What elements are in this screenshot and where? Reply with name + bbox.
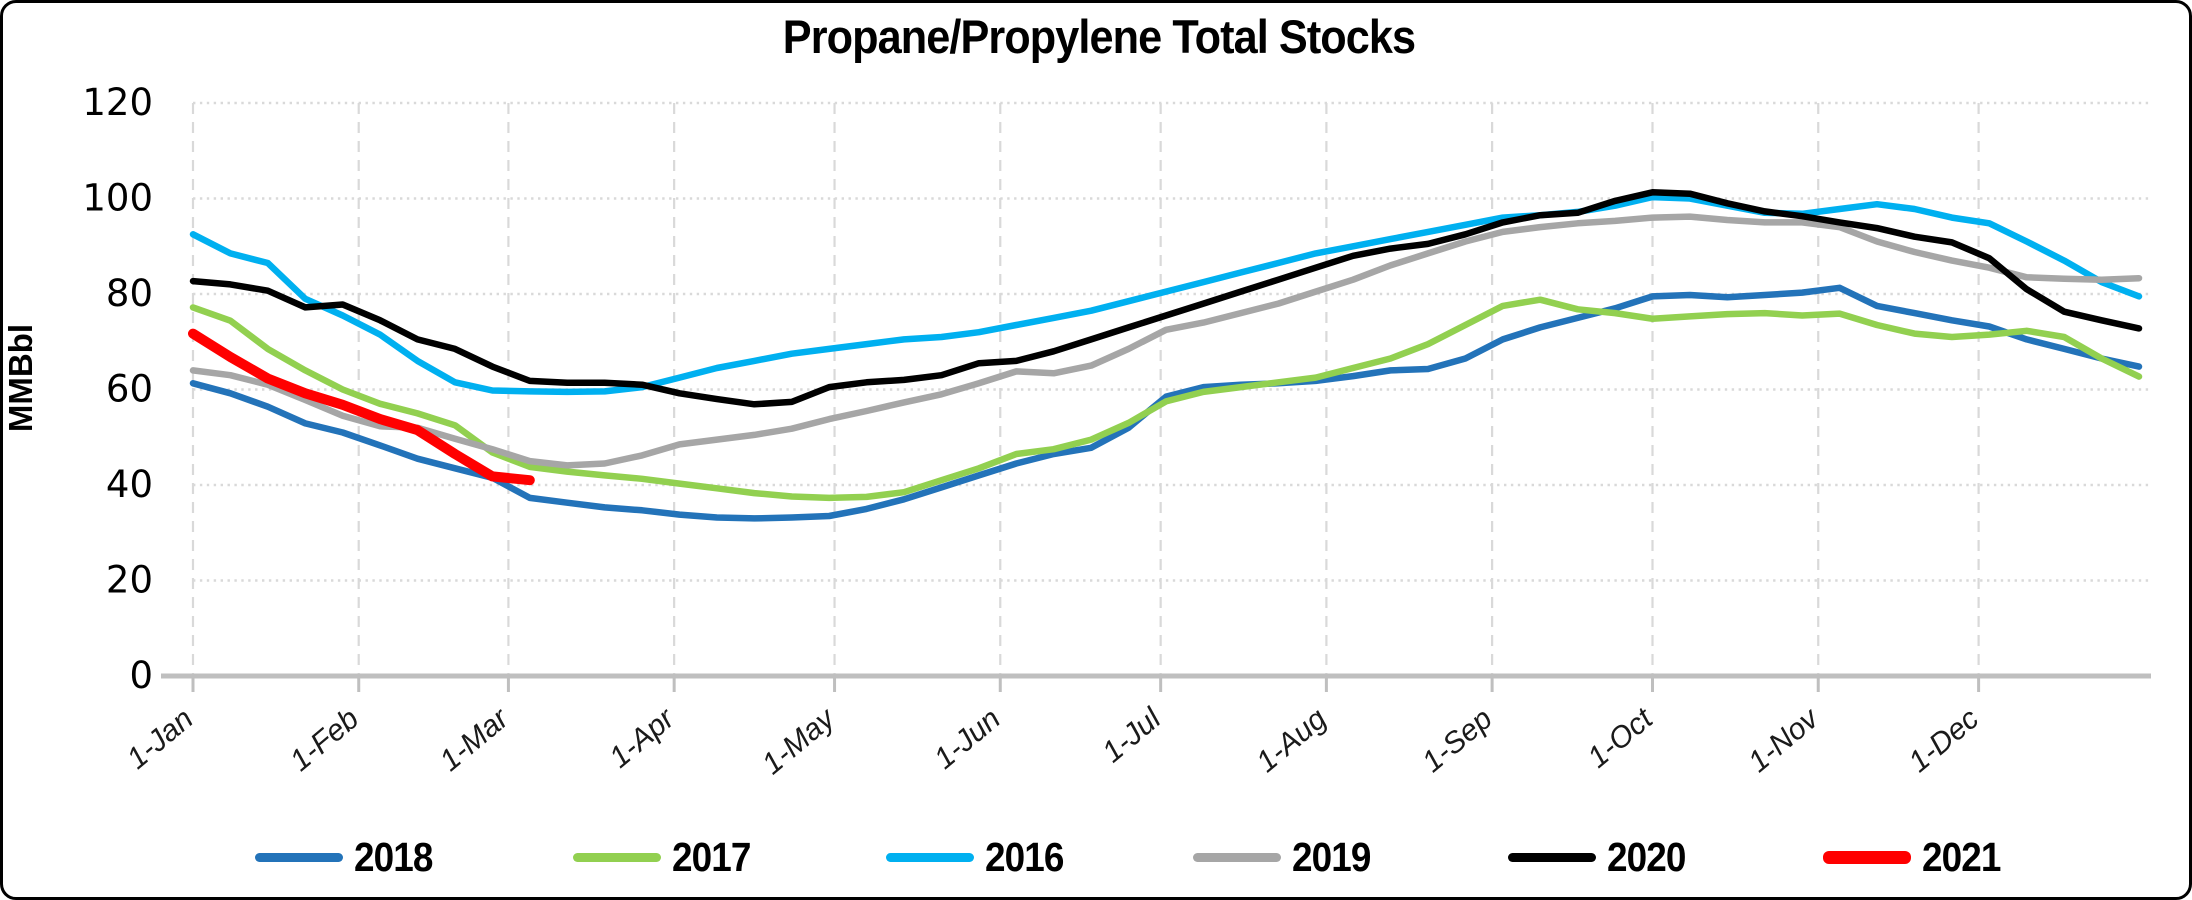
x-axis-tick-label: 1-Aug <box>1250 702 1333 779</box>
y-axis-tick-label: 80 <box>106 272 153 315</box>
plot-area: 1-Jan 1-Feb 1-Mar 1-Apr 1-May 1-Jun 1-Jul 1-Aug… <box>82 81 2151 781</box>
series-line-2016 <box>189 193 2143 396</box>
series-line-2019 <box>189 213 2143 469</box>
y-axis-tick-label: 100 <box>82 177 153 220</box>
series-line-2020 <box>189 189 2143 408</box>
series-line-2017 <box>189 296 2143 502</box>
x-axis-tick-label: 1-Jan <box>121 702 200 776</box>
x-axis-tick-label: 1-Oct <box>1582 701 1661 774</box>
y-axis-tick-label: 60 <box>106 368 153 411</box>
x-axis-tick-label: 1-Nov <box>1742 701 1826 779</box>
x-axis-tick-label: 1-Apr <box>603 701 681 774</box>
chart-title: Propane/Propylene Total Stocks <box>782 10 1416 63</box>
x-axis-tick-label: 1-May <box>756 701 843 781</box>
x-axis-tick-label: 1-Jul <box>1096 701 1168 769</box>
series-line-2021 <box>188 328 535 486</box>
y-axis-tick-label: 40 <box>106 463 153 506</box>
x-axis-tick-label: 1-Jun <box>928 702 1007 776</box>
y-axis-tick-label: 0 <box>129 654 153 697</box>
series-line-2018 <box>189 284 2143 522</box>
y-axis-tick-label: 120 <box>82 81 153 124</box>
x-axis-tick-label: 1-Dec <box>1903 702 1986 779</box>
x-axis-tick-label: 1-Mar <box>434 701 516 777</box>
y-axis-tick-label: 20 <box>106 559 153 602</box>
x-axis-tick-label: 1-Sep <box>1416 702 1499 779</box>
x-axis-tick-label: 1-Feb <box>284 702 365 778</box>
